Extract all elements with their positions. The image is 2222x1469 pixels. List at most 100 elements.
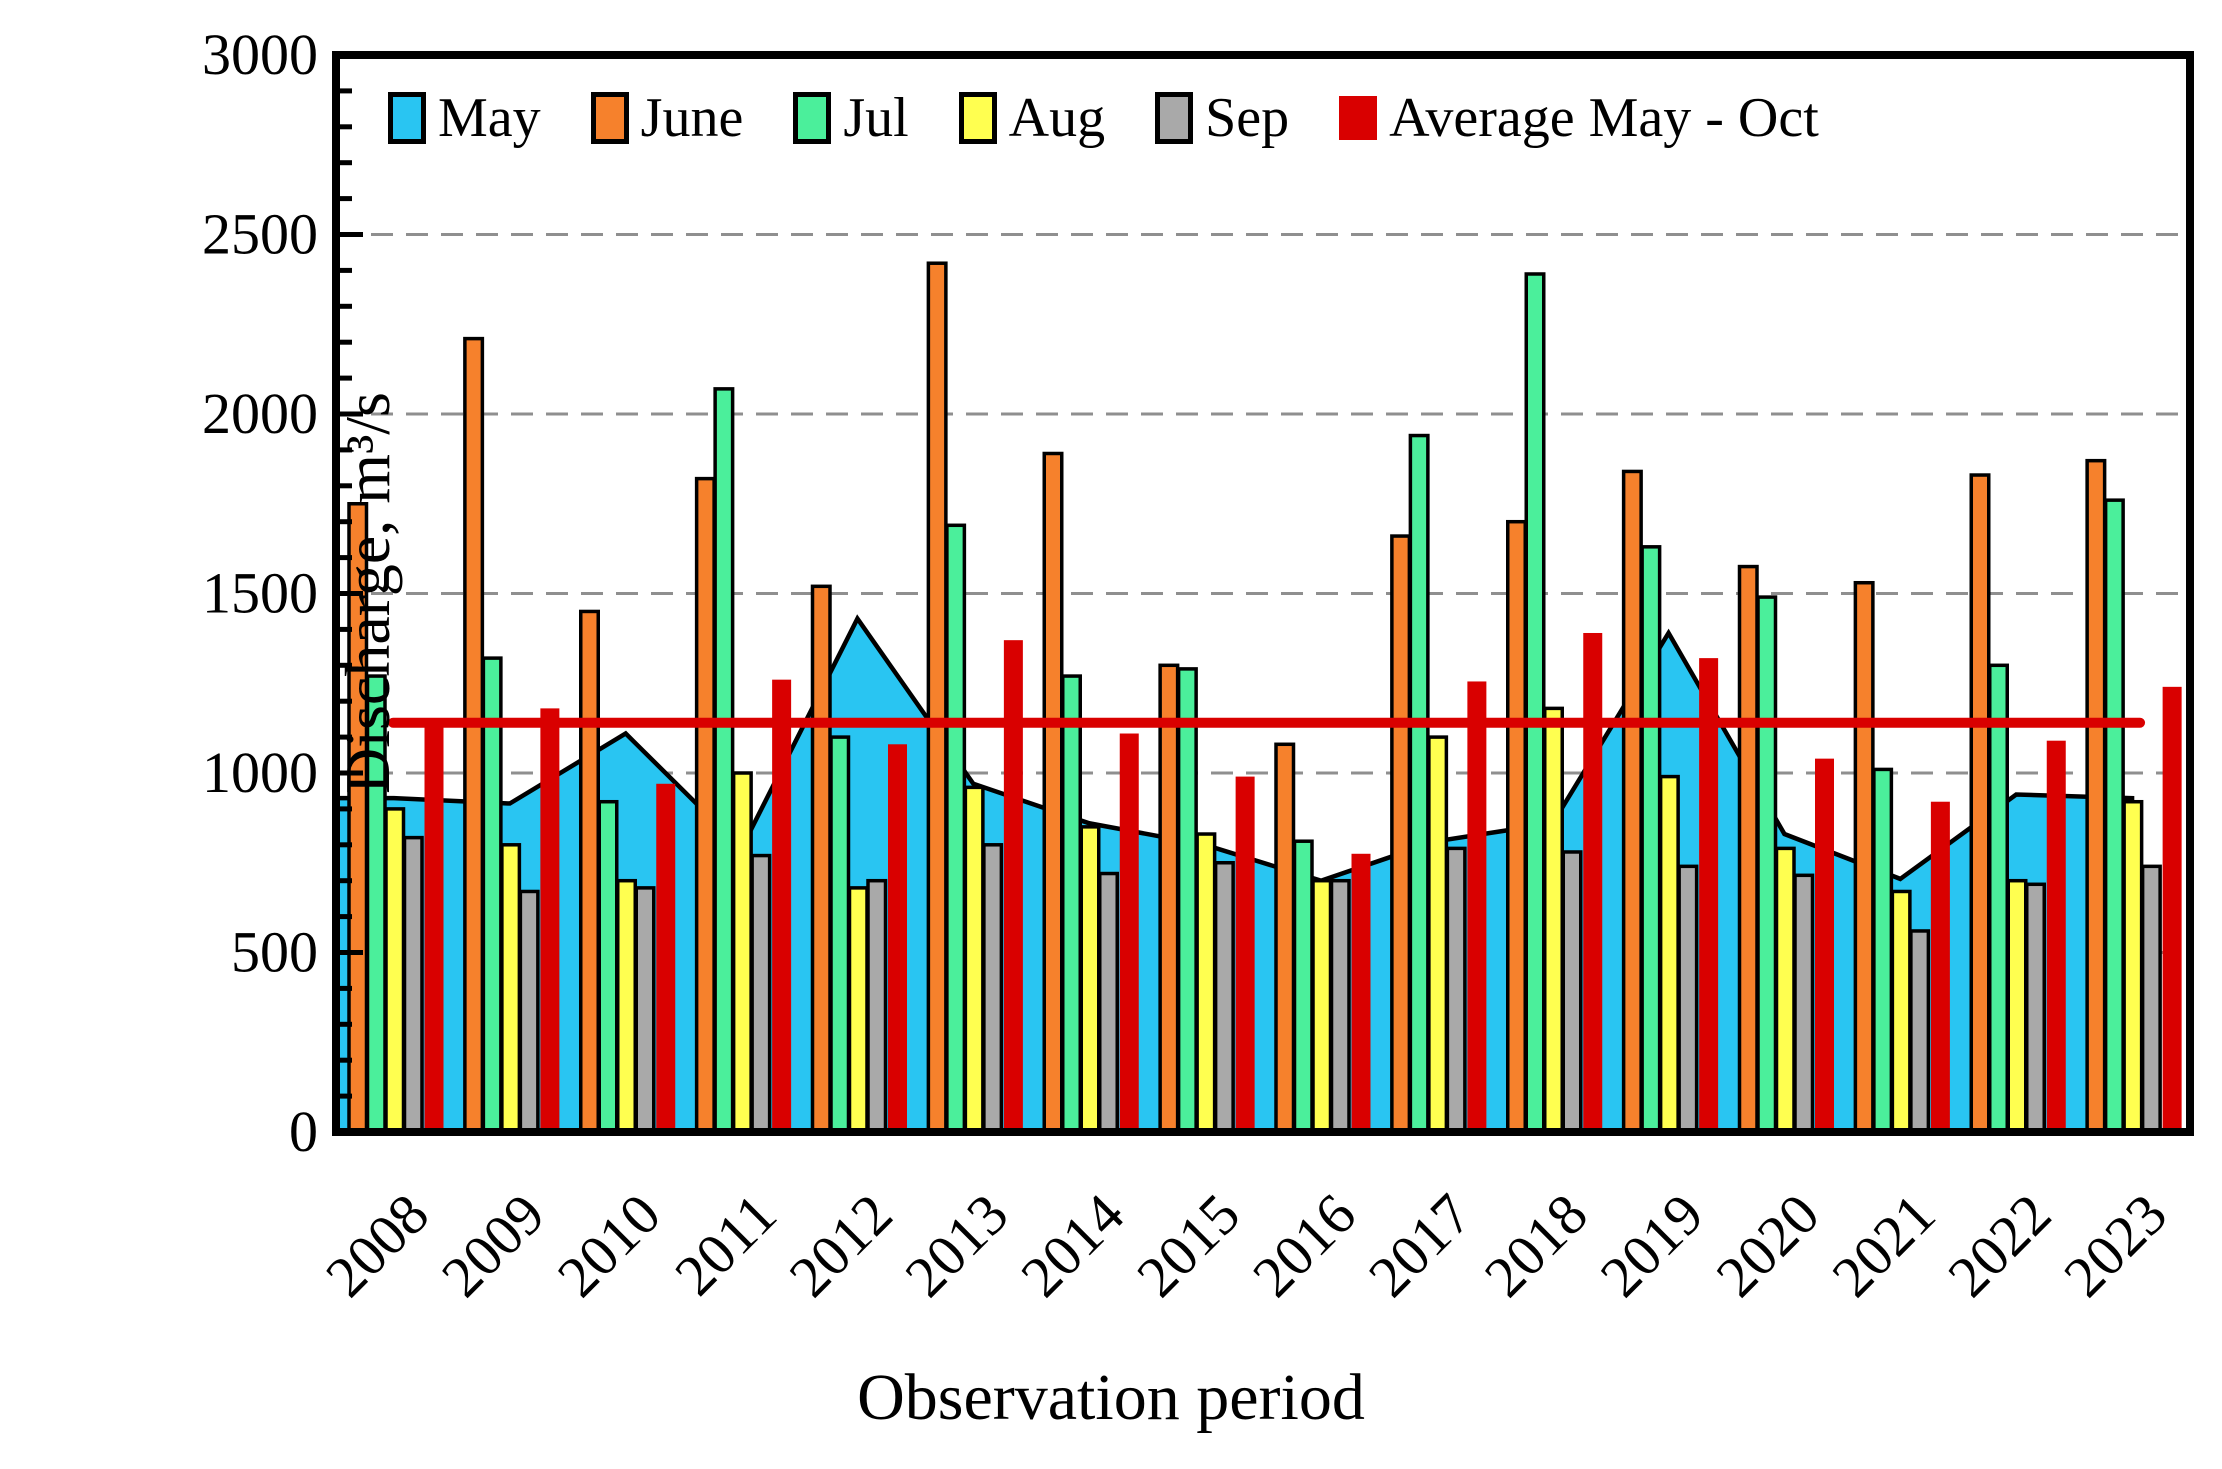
x-tick-label-2022: 2022 — [1935, 1181, 2063, 1309]
bar-june-2018 — [1506, 519, 1527, 1134]
bar-jul-2015 — [1176, 667, 1198, 1134]
bar-june-2009 — [463, 336, 485, 1134]
x-tick-label-2016: 2016 — [1240, 1181, 1368, 1309]
x-tick-label-2017: 2017 — [1356, 1181, 1484, 1309]
legend-swatch-icon — [590, 92, 629, 144]
bar-average-2014 — [1119, 733, 1139, 1132]
bar-average-2022 — [2046, 740, 2066, 1132]
legend-item-jul: Jul — [793, 86, 909, 150]
bar-average-2013 — [1003, 640, 1023, 1132]
bar-sep-2018 — [1561, 850, 1583, 1134]
bar-aug-2014 — [1079, 825, 1101, 1134]
bar-jul-2021 — [1872, 767, 1894, 1134]
x-tick-label-2020: 2020 — [1704, 1181, 1832, 1309]
bar-jul-2023 — [2103, 498, 2125, 1134]
bar-aug-2012 — [847, 886, 869, 1134]
bar-sep-2009 — [518, 889, 540, 1134]
bar-sep-2023 — [2140, 864, 2162, 1134]
bar-jul-2019 — [1640, 545, 1662, 1134]
x-tick-label-2010: 2010 — [545, 1181, 673, 1309]
bar-jul-2020 — [1756, 595, 1778, 1134]
legend-item-average-may-oct: Average May - Oct — [1339, 86, 1819, 150]
bar-aug-2021 — [1890, 889, 1912, 1134]
legend-swatch-icon — [1155, 92, 1194, 144]
bar-sep-2020 — [1793, 873, 1815, 1134]
legend-label: Sep — [1205, 87, 1290, 149]
bar-june-2012 — [810, 584, 832, 1134]
bar-average-2017 — [1467, 681, 1487, 1132]
bar-june-2023 — [2085, 458, 2107, 1134]
y-tick-label-1000: 1000 — [202, 740, 318, 805]
x-tick-label-2011: 2011 — [662, 1181, 788, 1307]
x-tick-label-2014: 2014 — [1008, 1181, 1136, 1309]
bar-sep-2014 — [1098, 871, 1119, 1134]
y-tick-label-1500: 1500 — [202, 561, 318, 626]
x-tick-label-2021: 2021 — [1820, 1181, 1948, 1309]
x-tick-label-2009: 2009 — [429, 1181, 557, 1309]
chart-legend: May June Jul Aug Sep Average May - Oct — [388, 86, 1819, 150]
bar-aug-2010 — [616, 878, 637, 1134]
legend-label: Aug — [1008, 87, 1106, 149]
x-tick-label-2019: 2019 — [1588, 1181, 1716, 1309]
bar-sep-2011 — [750, 853, 772, 1134]
legend-swatch-icon — [793, 92, 832, 144]
bar-aug-2016 — [1311, 878, 1333, 1134]
bar-sep-2017 — [1445, 846, 1467, 1134]
bar-june-2013 — [926, 261, 948, 1134]
bar-june-2014 — [1042, 451, 1064, 1134]
legend-swatch-icon — [958, 92, 997, 144]
bar-aug-2017 — [1427, 735, 1449, 1134]
bar-jul-2013 — [945, 523, 967, 1134]
bar-aug-2015 — [1195, 832, 1217, 1134]
bar-average-2018 — [1583, 632, 1603, 1132]
legend-item-aug: Aug — [958, 86, 1106, 150]
bar-june-2020 — [1737, 564, 1759, 1134]
x-axis-title: Observation period — [857, 1361, 1365, 1434]
bar-sep-2010 — [634, 886, 656, 1134]
bar-average-2011 — [772, 679, 792, 1132]
y-tick-label-2500: 2500 — [202, 202, 318, 267]
bar-aug-2013 — [963, 785, 985, 1134]
x-tick-label-2023: 2023 — [2051, 1181, 2179, 1309]
bar-average-2010 — [656, 783, 676, 1132]
bar-average-2008 — [424, 720, 444, 1132]
bar-jul-2010 — [597, 799, 619, 1134]
y-tick-label-0: 0 — [289, 1099, 318, 1164]
bar-average-2020 — [1815, 758, 1834, 1132]
bar-june-2021 — [1853, 580, 1875, 1134]
y-tick-label-500: 500 — [231, 920, 318, 985]
legend-item-may: May — [388, 86, 541, 150]
bar-jul-2017 — [1408, 433, 1430, 1134]
bar-average-2015 — [1235, 776, 1255, 1132]
bar-average-2012 — [888, 744, 907, 1132]
x-tick-label-2012: 2012 — [777, 1181, 905, 1309]
bar-aug-2023 — [2122, 799, 2144, 1134]
bar-sep-2019 — [1677, 864, 1699, 1134]
legend-label: Jul — [843, 87, 909, 149]
x-tick-label-2015: 2015 — [1124, 1181, 1252, 1309]
bar-jul-2011 — [713, 387, 735, 1134]
bar-aug-2011 — [731, 771, 753, 1134]
legend-label: Average May - Oct — [1389, 87, 1819, 149]
bar-average-2021 — [1930, 801, 1950, 1132]
legend-label: May — [438, 87, 541, 149]
bar-aug-2022 — [2006, 878, 2028, 1134]
x-tick-label-2008: 2008 — [313, 1181, 441, 1309]
bar-aug-2018 — [1543, 706, 1564, 1134]
legend-swatch-icon — [1339, 96, 1378, 140]
bar-average-2023 — [2162, 686, 2182, 1132]
y-axis-title: Discharge, m³/s — [332, 392, 403, 794]
y-tick-label-2000: 2000 — [202, 381, 318, 446]
bar-june-2022 — [1969, 473, 1991, 1134]
bar-sep-2013 — [982, 843, 1004, 1134]
bar-average-2019 — [1699, 658, 1719, 1132]
bar-june-2019 — [1621, 469, 1643, 1134]
bar-jul-2018 — [1524, 272, 1546, 1134]
bar-aug-2019 — [1658, 774, 1680, 1134]
bar-jul-2022 — [1988, 663, 2009, 1134]
bar-june-2010 — [579, 609, 600, 1134]
bar-aug-2009 — [500, 843, 522, 1134]
bar-jul-2009 — [481, 656, 503, 1134]
